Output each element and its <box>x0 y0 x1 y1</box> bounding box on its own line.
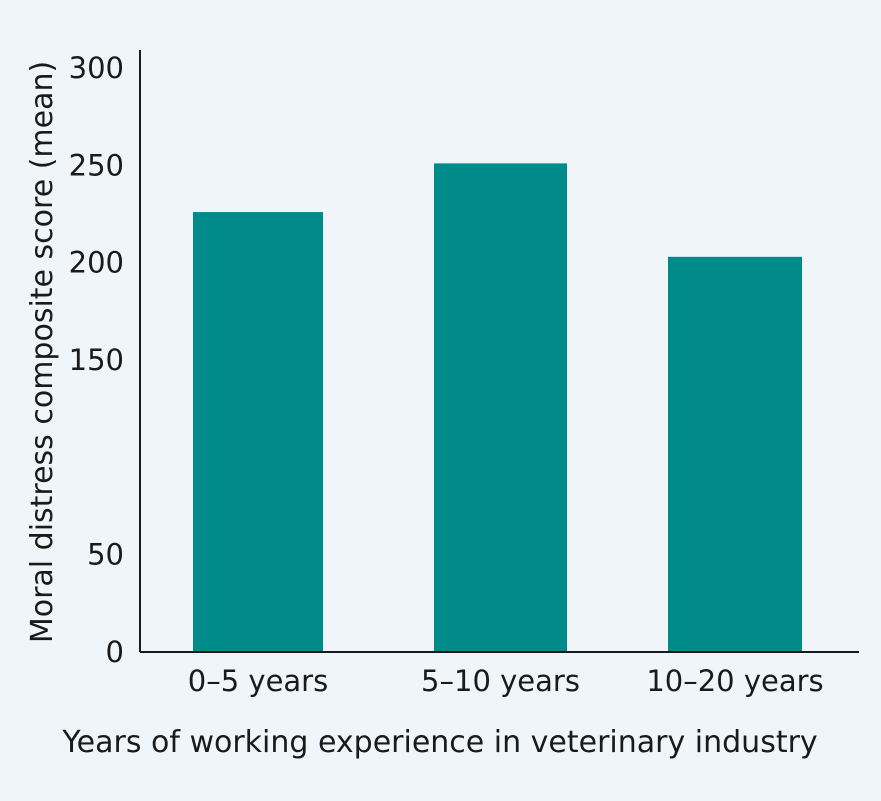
y-tick-label: 150 <box>69 343 124 377</box>
bar-1 <box>193 212 323 652</box>
bar-3 <box>668 256 802 652</box>
y-tick-label: 300 <box>69 51 124 85</box>
bar-2 <box>434 163 567 653</box>
x-tick-label: 5–10 years <box>421 664 580 698</box>
x-tick-label: 0–5 years <box>188 664 328 698</box>
x-tick-label: 10–20 years <box>646 664 823 698</box>
y-axis-title: Moral distress composite score (mean) <box>25 61 60 643</box>
y-tick-label: 250 <box>69 148 124 182</box>
y-tick-label: 0 <box>106 635 124 669</box>
y-tick-labels: 0 50 150 200 250 300 <box>69 51 124 669</box>
x-tick-labels: 0–5 years 5–10 years 10–20 years <box>188 664 824 698</box>
bars-group <box>193 163 802 653</box>
y-tick-label: 50 <box>87 538 124 572</box>
x-axis-title: Years of working experience in veterinar… <box>61 725 817 760</box>
y-tick-label: 200 <box>69 246 124 280</box>
